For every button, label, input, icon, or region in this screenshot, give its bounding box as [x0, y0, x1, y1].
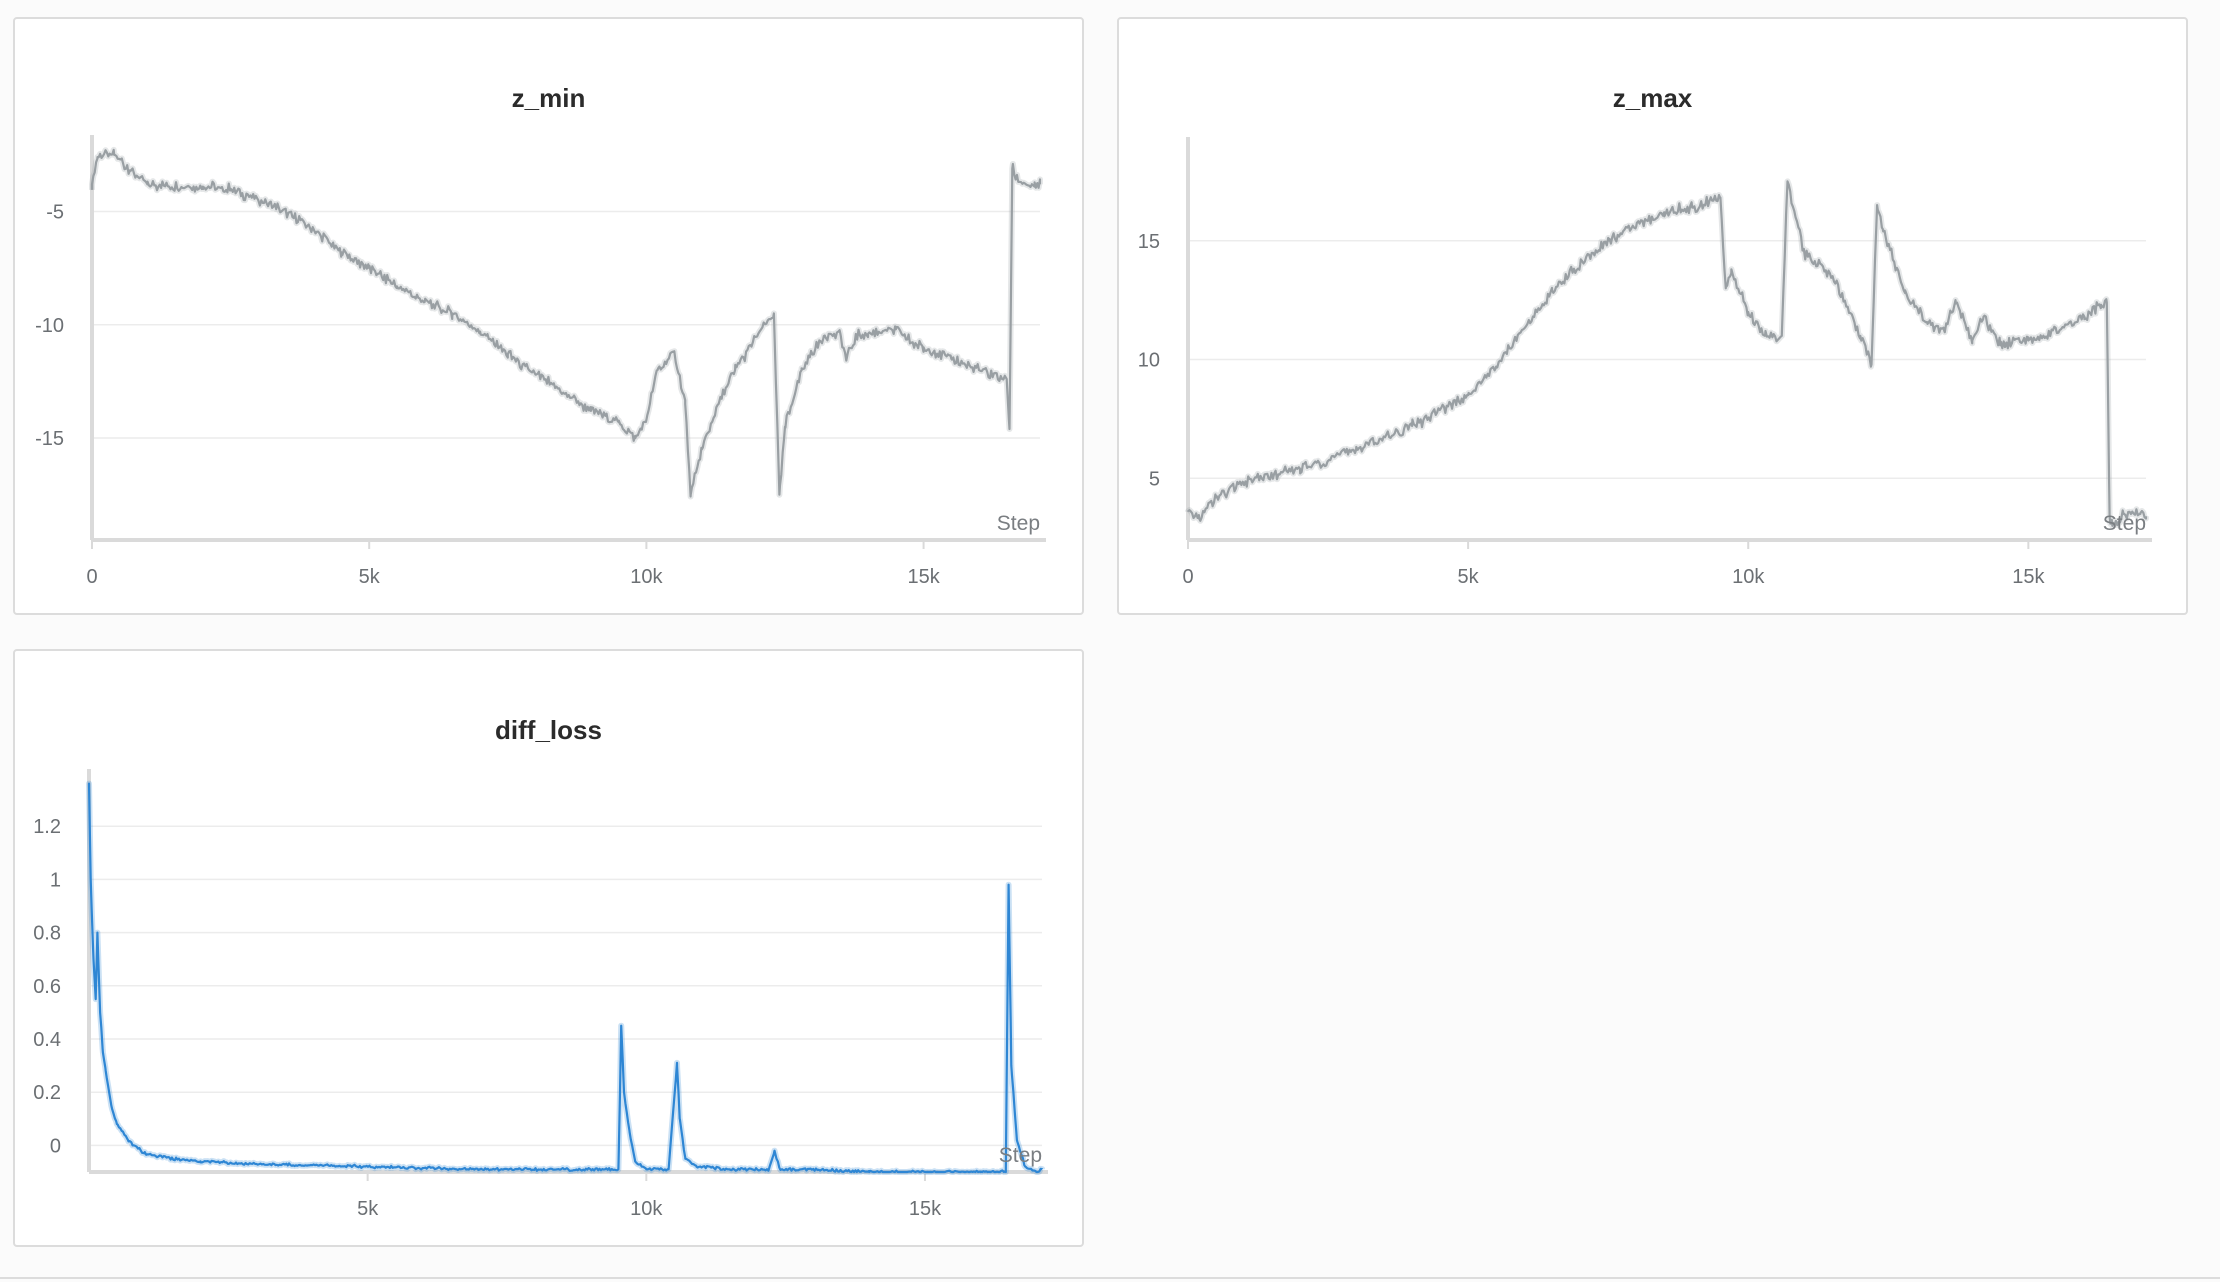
x-axis-label: Step: [997, 512, 1040, 535]
x-tick-label: 15k: [907, 566, 940, 588]
series-band: [89, 146, 1043, 500]
series-line: [87, 782, 1044, 1174]
chart-title: diff_loss: [495, 715, 602, 745]
page-divider: [0, 1277, 2220, 1279]
x-tick-label: 0: [1182, 566, 1193, 588]
chart-diff-loss: 0 0.2 0.4 0.6 0.8 1 1.2 5k 10k 15k Step: [33, 769, 1048, 1220]
x-tick-label: 10k: [1732, 566, 1765, 588]
y-tick-label: 0.2: [33, 1082, 61, 1104]
x-tick-label: 10k: [630, 1198, 663, 1220]
y-tick-label: -5: [46, 201, 64, 223]
series-band: [86, 780, 1045, 1175]
chart-title: z_max: [1612, 83, 1693, 113]
y-tick-label: 5: [1149, 468, 1160, 490]
y-tick-label: -15: [35, 428, 64, 450]
series-line: [1186, 180, 2148, 527]
y-tick-label: 1.2: [33, 816, 61, 838]
series-line: [90, 148, 1042, 498]
chart-title: z_min: [511, 83, 586, 113]
chart-panel-diff-loss[interactable]: diff_loss 0 0.2 0.4 0.6 0.8 1 1.2 5k 10k 15k Step: [13, 649, 1084, 1247]
x-axis-label: Step: [999, 1144, 1042, 1167]
x-axis-label: Step: [2103, 512, 2146, 535]
chart-z-max: 5 10 15 0 5k 10k 15k Step: [1138, 137, 2152, 588]
y-tick-label: 15: [1138, 231, 1160, 253]
y-tick-label: -10: [35, 315, 64, 337]
y-tick-label: 0.8: [33, 923, 61, 945]
chart-panel-z-min[interactable]: z_min -5 -10 -15 0 5k 10k 15k Step: [13, 17, 1084, 615]
chart-panel-z-max[interactable]: z_max 5 10 15 0 5k 10k 15k Step: [1117, 17, 2188, 615]
x-tick-label: 0: [86, 566, 97, 588]
x-tick-label: 5k: [1458, 566, 1480, 588]
y-tick-label: 1: [50, 869, 61, 891]
y-tick-label: 0.6: [33, 976, 61, 998]
x-tick-label: 15k: [2012, 566, 2045, 588]
y-tick-label: 0: [50, 1135, 61, 1157]
y-tick-label: 0.4: [33, 1029, 61, 1051]
x-tick-label: 5k: [359, 566, 381, 588]
x-tick-label: 10k: [630, 566, 663, 588]
x-tick-label: 5k: [357, 1198, 379, 1220]
y-tick-label: 10: [1138, 350, 1160, 372]
x-tick-label: 15k: [909, 1198, 942, 1220]
series-band: [1185, 178, 2149, 529]
chart-z-min: -5 -10 -15 0 5k 10k 15k Step: [35, 135, 1046, 588]
